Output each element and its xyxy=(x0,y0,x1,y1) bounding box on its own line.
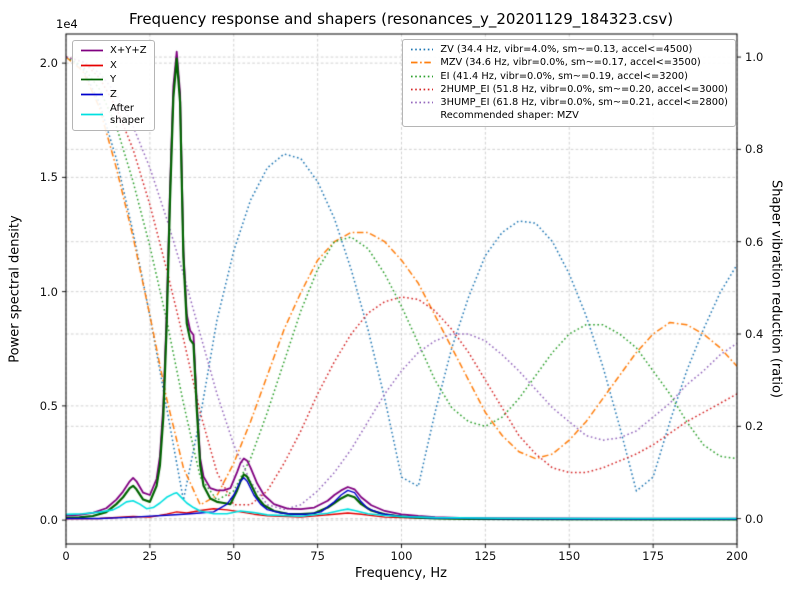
legend-item-label: 3HUMP_EI (61.8 Hz, vibr=0.0%, sm~=0.21, … xyxy=(440,97,728,109)
x-tick-label: 50 xyxy=(226,549,242,563)
legend-item-label: Recommended shaper: MZV xyxy=(440,110,579,122)
y-tick-label-left: 2.0 xyxy=(39,56,58,71)
line-swatch-icon xyxy=(411,75,434,78)
x-tick-label: 125 xyxy=(474,549,497,563)
left-y-axis-label: Power spectral density xyxy=(7,215,23,363)
line-swatch-icon xyxy=(411,88,434,91)
line-swatch-icon xyxy=(81,93,103,96)
x-tick-label: 175 xyxy=(642,549,665,563)
x-tick-label: 200 xyxy=(726,549,748,563)
y-tick-label-left: 1.5 xyxy=(39,170,58,185)
legend-item-label: Z xyxy=(110,88,117,100)
y-tick-label-right: 0.0 xyxy=(745,511,764,526)
y-tick-label-right: 0.8 xyxy=(745,142,764,157)
y-tick-label-right: 0.6 xyxy=(745,234,764,249)
legend-item: Z xyxy=(80,89,147,101)
legend-item: EI (41.4 Hz, vibr=0.0%, sm~=0.19, accel<… xyxy=(410,71,728,82)
legend-item-label: MZV (34.6 Hz, vibr=0.0%, sm~=0.17, accel… xyxy=(440,57,701,69)
right-y-axis-label: Shaper vibration reduction (ratio) xyxy=(768,180,784,398)
y-tick-label-left: 1.0 xyxy=(39,284,58,299)
legend-item-label: After shaper xyxy=(110,103,145,126)
line-swatch-icon xyxy=(81,49,103,52)
line-swatch-icon xyxy=(411,48,434,51)
legend-item-label: Y xyxy=(110,74,117,85)
y-tick-label-left: 0.0 xyxy=(39,513,58,528)
legend-item-label: X+Y+Z xyxy=(110,45,147,56)
line-swatch-icon xyxy=(81,64,103,67)
legend-item: X xyxy=(80,60,147,72)
shaper-legend: ZV (34.4 Hz, vibr=4.0%, sm~=0.13, accel<… xyxy=(402,39,736,127)
psd-legend: X+Y+Z X Y Z After shaper xyxy=(72,40,155,131)
legend-item: Y xyxy=(80,74,147,86)
legend-item: 2HUMP_EI (51.8 Hz, vibr=0.0%, sm~=0.20, … xyxy=(410,84,728,95)
legend-item-label: X xyxy=(110,59,117,71)
legend-item-label: ZV (34.4 Hz, vibr=4.0%, sm~=0.13, accel<… xyxy=(440,44,693,55)
legend-item: After shaper xyxy=(80,103,147,126)
x-tick-label: 75 xyxy=(310,549,325,563)
line-swatch-icon xyxy=(81,113,103,116)
legend-item: X+Y+Z xyxy=(80,45,147,57)
legend-item: MZV (34.6 Hz, vibr=0.0%, sm~=0.17, accel… xyxy=(410,57,728,68)
line-swatch-icon xyxy=(411,61,434,64)
y-tick-label-right: 0.4 xyxy=(745,327,764,341)
left-axis-offset-text: 1e4 xyxy=(56,17,78,31)
legend-item: 3HUMP_EI (61.8 Hz, vibr=0.0%, sm~=0.21, … xyxy=(410,97,728,108)
x-axis-label: Frequency, Hz xyxy=(354,566,448,581)
legend-item-label: EI (41.4 Hz, vibr=0.0%, sm~=0.19, accel<… xyxy=(440,70,688,82)
y-tick-label-right: 1.0 xyxy=(745,50,764,65)
x-tick-label: 25 xyxy=(142,549,158,563)
line-swatch-icon xyxy=(81,78,103,81)
legend-item: ZV (34.4 Hz, vibr=4.0%, sm~=0.13, accel<… xyxy=(410,44,728,55)
x-tick-label: 100 xyxy=(390,549,413,563)
legend-item-label: 2HUMP_EI (51.8 Hz, vibr=0.0%, sm~=0.20, … xyxy=(440,83,728,95)
chart-title: Frequency response and shapers (resonanc… xyxy=(128,10,674,28)
y-tick-label-right: 0.2 xyxy=(745,419,764,434)
line-swatch-icon xyxy=(411,101,434,104)
x-tick-label: 150 xyxy=(558,549,581,563)
x-tick-label: 0 xyxy=(62,549,70,563)
y-tick-label-left: 0.5 xyxy=(39,398,58,413)
legend-item: Recommended shaper: MZV xyxy=(440,110,728,121)
